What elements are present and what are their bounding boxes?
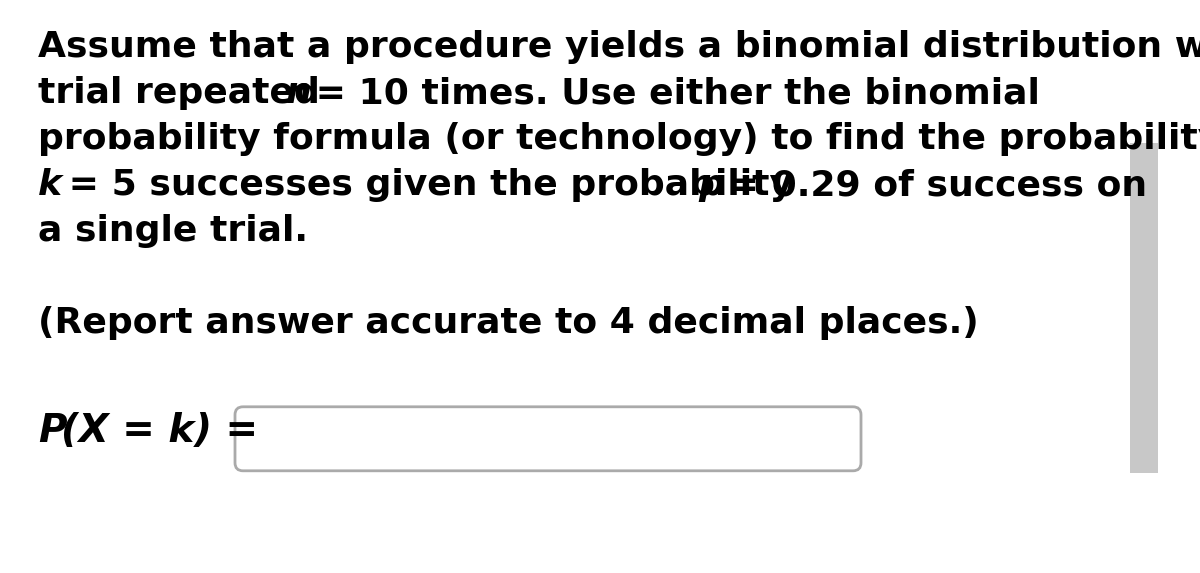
Text: = 0.29 of success on: = 0.29 of success on <box>716 168 1147 202</box>
Text: = 5 successes given the probability: = 5 successes given the probability <box>56 168 805 202</box>
Text: n: n <box>286 76 312 110</box>
Text: P: P <box>38 412 66 450</box>
Text: trial repeated: trial repeated <box>38 76 332 110</box>
Text: (Report answer accurate to 4 decimal places.): (Report answer accurate to 4 decimal pla… <box>38 306 979 340</box>
Text: = 10 times. Use either the binomial: = 10 times. Use either the binomial <box>302 76 1040 110</box>
Text: (X = k) =: (X = k) = <box>61 412 258 450</box>
Text: a single trial.: a single trial. <box>38 214 308 248</box>
Text: probability formula (or technology) to find the probability of: probability formula (or technology) to f… <box>38 122 1200 156</box>
FancyBboxPatch shape <box>235 407 862 471</box>
Text: Assume that a procedure yields a binomial distribution with a: Assume that a procedure yields a binomia… <box>38 30 1200 64</box>
Text: k: k <box>38 168 62 202</box>
Bar <box>1130 143 1158 473</box>
Text: p: p <box>698 168 724 202</box>
